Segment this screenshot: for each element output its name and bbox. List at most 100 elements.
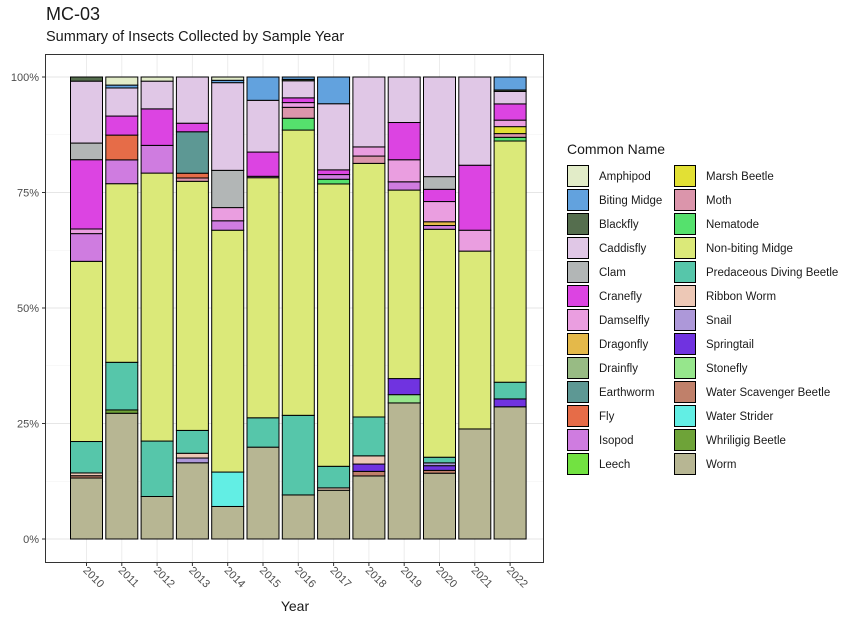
legend-swatch-springtail (674, 333, 696, 355)
bar-segment-2021-damselfly (458, 229, 492, 252)
legend-swatch-biting-midge (567, 189, 589, 211)
legend-label: Nematode (706, 219, 759, 231)
bar-segment-2022-predaceous-diving-beetle (493, 381, 527, 400)
legend-swatch-isopod (567, 429, 589, 451)
legend-label: Water Strider (706, 411, 773, 423)
bar-segment-2016-predaceous-diving-beetle (281, 414, 315, 496)
bar-segment-2022-marsh-beetle (493, 126, 527, 135)
bar-segment-2010-blackfly (70, 76, 103, 82)
bar-segment-2022-non-biting-midge (493, 140, 527, 383)
bar-segment-2018-damselfly (352, 146, 386, 157)
bar-segment-2010-damselfly (70, 228, 103, 235)
bar-segment-2020-cranefly (423, 188, 456, 203)
bar-segment-2015-worm (246, 446, 280, 540)
bar-segment-2020-damselfly (423, 201, 456, 223)
legend-label: Drainfly (599, 363, 638, 375)
legend-label: Stonefly (706, 363, 748, 375)
y-tick-label: 50% (17, 303, 39, 315)
bar-segment-2021-non-biting-midge (458, 250, 492, 430)
bar-segment-2018-water-scavenger-beetle (352, 470, 386, 477)
x-tick-label: 2015 (257, 565, 283, 591)
bar-segment-2013-non-biting-midge (175, 180, 209, 431)
legend-label: Worm (706, 459, 736, 471)
bar-segment-2016-biting-midge (281, 76, 315, 80)
y-tick-label: 100% (11, 72, 39, 84)
bar-segment-2012-worm (140, 495, 174, 540)
bar-segment-2013-worm (175, 462, 209, 540)
x-tick-label: 2010 (80, 565, 106, 591)
bar-segment-2013-moth (175, 177, 209, 182)
y-tick-label: 75% (17, 188, 39, 200)
bar-segment-2014-water-strider (211, 471, 245, 507)
legend-swatch-worm (674, 453, 696, 475)
bar-segment-2019-non-biting-midge (387, 189, 421, 380)
bar-segment-2010-cranefly (70, 159, 103, 230)
bar-segment-2014-damselfly (211, 207, 245, 222)
x-tick-label: 2018 (363, 565, 389, 591)
legend-label: Snail (706, 315, 732, 327)
bar-segment-2018-non-biting-midge (352, 162, 386, 418)
bar-segment-2016-caddisfly (281, 80, 315, 99)
bar-segment-2019-stonefly (387, 394, 421, 404)
y-tick-label: 25% (17, 419, 39, 431)
legend-swatch-cranefly (567, 285, 589, 307)
legend-label: Cranefly (599, 291, 642, 303)
bar-segment-2022-springtail (493, 398, 527, 408)
bar-segment-2020-non-biting-midge (423, 228, 456, 458)
legend-label: Ribbon Worm (706, 291, 776, 303)
legend-label: Springtail (706, 339, 754, 351)
legend-label: Caddisfly (599, 243, 647, 255)
bar-segment-2020-caddisfly (423, 76, 456, 178)
x-tick-label: 2020 (433, 565, 459, 591)
bar-segment-2020-dragonfly (423, 221, 456, 227)
legend-swatch-caddisfly (567, 237, 589, 259)
legend-swatch-water-strider (674, 405, 696, 427)
bar-segment-2015-biting-midge (246, 76, 280, 101)
bar-segment-2017-cranefly (317, 169, 351, 176)
bar-segment-2010-non-biting-midge (70, 260, 103, 443)
legend-swatch-predaceous-diving-beetle (674, 261, 696, 283)
legend-label: Non-biting Midge (706, 243, 793, 255)
bar-segment-2018-predaceous-diving-beetle (352, 416, 386, 457)
chart-title: MC-03 (46, 4, 101, 24)
x-tick-label: 2019 (398, 565, 424, 591)
x-axis: 2010 2011 2012 2013 2014 2015 2016 2017 2018 2019… (80, 562, 530, 591)
bar-segment-2015-cranefly (246, 151, 280, 177)
bar-segment-2017-caddisfly (317, 103, 351, 171)
bar-segment-2020-isopod (423, 225, 456, 230)
legend-label: Marsh Beetle (706, 171, 774, 183)
bar-segment-2014-isopod (211, 220, 245, 231)
bar-segment-2018-ribbon-worm (352, 455, 386, 465)
bar-segment-2012-caddisfly (140, 80, 174, 110)
bar-segment-2010-caddisfly (70, 80, 103, 144)
bar-segment-2018-worm (352, 475, 386, 540)
bar-segment-2011-caddisfly (105, 87, 139, 117)
bar-segment-2021-cranefly (458, 164, 492, 231)
bar-segment-2014-worm (211, 505, 245, 540)
bar-segment-2020-predaceous-diving-beetle (423, 456, 456, 464)
bar-segment-2015-predaceous-diving-beetle (246, 417, 280, 448)
bar-segment-2016-damselfly (281, 102, 315, 108)
bar-segment-2018-caddisfly (352, 76, 386, 148)
y-axis: 0% 25% 50% 75% 100% (11, 72, 46, 546)
bar-segment-2020-clam (423, 176, 456, 190)
bar-segment-2022-biting-midge (493, 76, 527, 91)
bar-segment-2011-predaceous-diving-beetle (105, 361, 139, 411)
bar-segment-2017-non-biting-midge (317, 183, 351, 467)
bar-segment-2022-worm (493, 406, 527, 540)
x-tick-label: 2014 (222, 565, 248, 591)
bar-stacks (70, 76, 527, 540)
bar-segment-2013-caddisfly (175, 76, 209, 124)
legend-label: Biting Midge (599, 195, 662, 207)
legend-label: Damselfly (599, 315, 650, 327)
chart-subtitle: Summary of Insects Collected by Sample Y… (46, 29, 345, 45)
bar-segment-2010-predaceous-diving-beetle (70, 441, 103, 474)
x-tick-label: 2022 (504, 565, 530, 591)
bar-segment-2022-cranefly (493, 103, 527, 121)
bar-segment-2014-non-biting-midge (211, 229, 245, 473)
bar-segment-2013-snail (175, 457, 209, 464)
bar-segment-2013-predaceous-diving-beetle (175, 429, 209, 454)
bar-segment-2013-cranefly (175, 122, 209, 133)
bar-segment-2012-cranefly (140, 108, 174, 146)
